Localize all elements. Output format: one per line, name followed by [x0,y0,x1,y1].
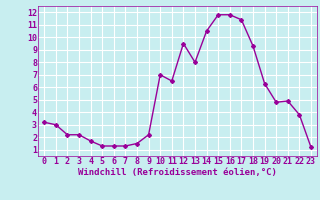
X-axis label: Windchill (Refroidissement éolien,°C): Windchill (Refroidissement éolien,°C) [78,168,277,177]
